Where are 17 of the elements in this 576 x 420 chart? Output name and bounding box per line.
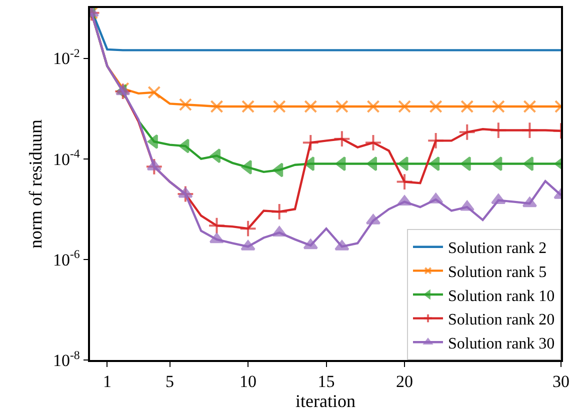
x-tick-label: 10: [240, 372, 257, 392]
x-tick-label: 15: [318, 372, 335, 392]
y-tick-label: 10$^{-4}$: [52, 146, 80, 169]
x-tick-label: 5: [166, 372, 174, 392]
legend-label: Solution rank 2: [448, 240, 547, 258]
y-axis-title: norm of residuum: [26, 120, 46, 248]
y-tick-label: 10$^{-8}$: [52, 348, 80, 370]
x-tick-label: 30: [552, 372, 570, 392]
x-axis-title: iteration: [296, 391, 356, 412]
x-tick-label: 1: [102, 372, 112, 392]
x-tick-label: 20: [396, 372, 414, 392]
y-tick-label: 10$^{-2}$: [52, 46, 80, 68]
legend-label: Solution rank 10: [448, 288, 555, 305]
y-tick-label: 10$^{-6}$: [52, 247, 80, 270]
legend-label: Solution rank 5: [448, 264, 547, 281]
legend-label: Solution rank 30: [448, 335, 555, 352]
legend-label: Solution rank 20: [448, 312, 555, 329]
